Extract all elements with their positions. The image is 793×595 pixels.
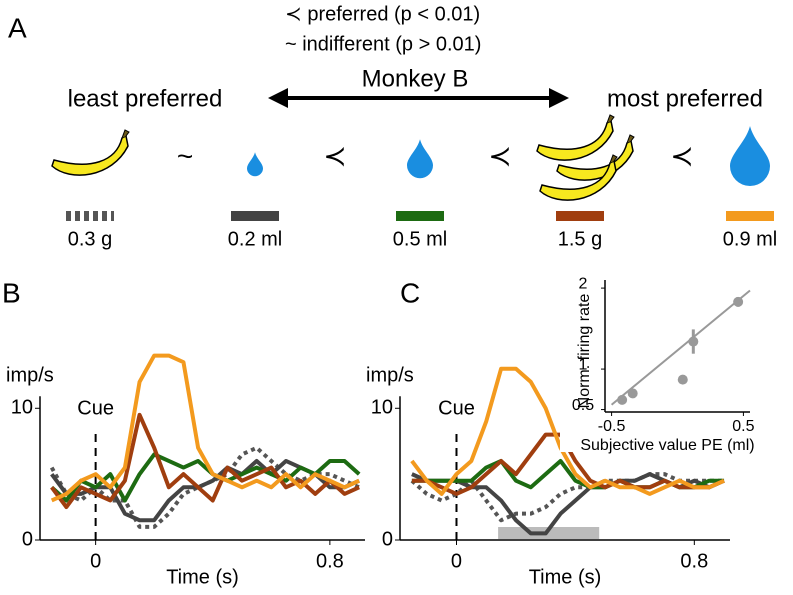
trace bbox=[49, 445, 360, 529]
y-tick-label: 1 bbox=[579, 356, 588, 373]
banana-icon bbox=[51, 129, 130, 176]
x-tick-label: 0 bbox=[90, 550, 101, 572]
point bbox=[617, 394, 628, 405]
right-label: most preferred bbox=[607, 85, 763, 112]
banana-icon bbox=[536, 114, 615, 161]
annotation: Cue bbox=[77, 398, 114, 420]
panel-label: B bbox=[2, 277, 21, 308]
y-axis-label: Norm. firing rate bbox=[576, 294, 593, 409]
point bbox=[733, 296, 744, 307]
trace bbox=[50, 412, 360, 510]
point bbox=[688, 336, 699, 347]
relation: ~ bbox=[177, 140, 193, 171]
legend-label: 0.5 ml bbox=[393, 228, 447, 250]
y-tick-label: 0 bbox=[382, 528, 393, 550]
panel-title: Monkey B bbox=[362, 65, 469, 92]
shade-bar bbox=[498, 527, 600, 539]
fit-line bbox=[610, 289, 751, 406]
x-tick-label: 0.5 bbox=[732, 418, 754, 435]
x-axis-label: Time (s) bbox=[166, 566, 239, 588]
x-tick-label: -0.5 bbox=[598, 418, 626, 435]
legend-label: 0.2 ml bbox=[228, 228, 282, 250]
trace bbox=[50, 353, 360, 503]
y-axis-label: imp/s bbox=[366, 364, 414, 386]
key-text: ≺ preferred (p < 0.01) bbox=[285, 3, 480, 25]
relation: ≺ bbox=[670, 140, 693, 171]
x-axis-label: Subjective value PE (ml) bbox=[580, 437, 754, 454]
y-axis-label: imp/s bbox=[6, 364, 54, 386]
y-tick-label: 10 bbox=[371, 397, 393, 419]
drop-icon bbox=[247, 152, 263, 177]
trace bbox=[410, 472, 725, 523]
key-text: ~ indifferent (p > 0.01) bbox=[285, 33, 481, 55]
point bbox=[627, 388, 638, 399]
drop-icon bbox=[407, 139, 433, 179]
x-tick-label: 0.8 bbox=[680, 550, 708, 572]
left-label: least preferred bbox=[68, 85, 223, 112]
legend-label: 0.9 ml bbox=[723, 228, 777, 250]
point bbox=[677, 374, 688, 385]
drop-icon bbox=[730, 126, 770, 186]
panel-label: A bbox=[8, 12, 27, 43]
relation: ≺ bbox=[488, 140, 511, 171]
y-tick-label: 10 bbox=[11, 397, 33, 419]
y-tick-label: 0 bbox=[22, 528, 33, 550]
relation: ≺ bbox=[323, 140, 346, 171]
trace bbox=[410, 366, 725, 496]
annotation: Cue bbox=[438, 398, 475, 420]
panel-label: C bbox=[400, 277, 420, 308]
x-tick-label: 0.8 bbox=[316, 550, 344, 572]
x-axis-label: Time (s) bbox=[529, 566, 602, 588]
y-tick-label: 0.5 bbox=[572, 397, 594, 414]
legend-label: 0.3 g bbox=[68, 228, 112, 250]
y-tick-label: 2 bbox=[579, 275, 588, 292]
legend-label: 1.5 g bbox=[558, 228, 602, 250]
x-tick-label: 0 bbox=[451, 550, 462, 572]
